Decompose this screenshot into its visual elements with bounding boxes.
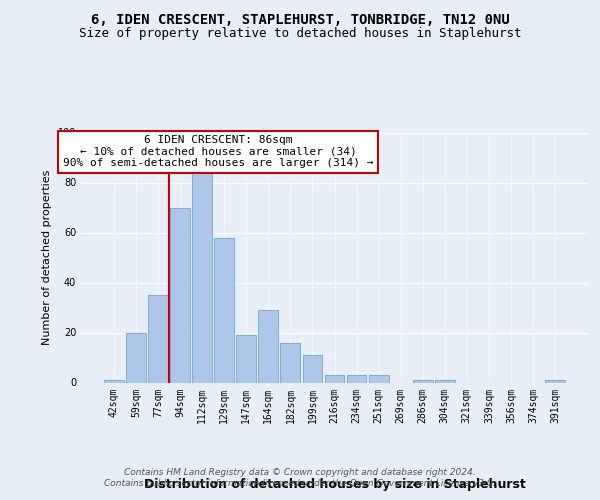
- Bar: [259, 310, 278, 382]
- Bar: [236, 335, 256, 382]
- Bar: [214, 238, 234, 382]
- Bar: [192, 170, 212, 382]
- Bar: [126, 332, 146, 382]
- Bar: [545, 380, 565, 382]
- Bar: [148, 295, 168, 382]
- Bar: [347, 375, 367, 382]
- Bar: [368, 375, 389, 382]
- Text: Contains HM Land Registry data © Crown copyright and database right 2024.
Contai: Contains HM Land Registry data © Crown c…: [104, 468, 496, 487]
- Bar: [435, 380, 455, 382]
- Y-axis label: Number of detached properties: Number of detached properties: [42, 170, 52, 345]
- Text: 6, IDEN CRESCENT, STAPLEHURST, TONBRIDGE, TN12 0NU: 6, IDEN CRESCENT, STAPLEHURST, TONBRIDGE…: [91, 12, 509, 26]
- Bar: [280, 342, 301, 382]
- Bar: [302, 355, 322, 382]
- Bar: [413, 380, 433, 382]
- Text: Size of property relative to detached houses in Staplehurst: Size of property relative to detached ho…: [79, 28, 521, 40]
- Text: 6 IDEN CRESCENT: 86sqm
← 10% of detached houses are smaller (34)
90% of semi-det: 6 IDEN CRESCENT: 86sqm ← 10% of detached…: [62, 135, 373, 168]
- Bar: [325, 375, 344, 382]
- X-axis label: Distribution of detached houses by size in Staplehurst: Distribution of detached houses by size …: [143, 478, 526, 491]
- Bar: [104, 380, 124, 382]
- Bar: [170, 208, 190, 382]
